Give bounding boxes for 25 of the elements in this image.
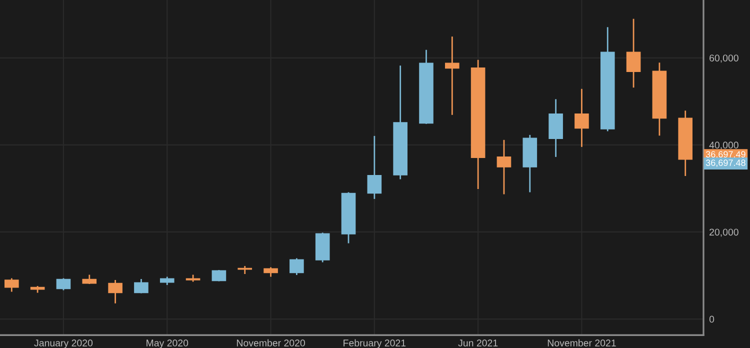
y-tick-label: 40,000 (709, 142, 738, 150)
y-tick-label: 0 (709, 316, 714, 323)
candlestick (626, 18, 641, 88)
candlestick (367, 135, 382, 200)
x-tick-label: February 2021 (344, 339, 406, 348)
candlestick (56, 278, 71, 291)
x-tick-label: November 2021 (548, 339, 616, 346)
text: 36,697.49 (706, 151, 746, 159)
x-tick-label: May 2020 (146, 340, 188, 348)
x-tick-label: Jun 2021 (458, 340, 498, 346)
candlestick (290, 258, 304, 276)
candlestick (108, 279, 122, 304)
candlestick (574, 88, 589, 148)
x-tick-label: November 2020 (236, 339, 305, 346)
candlestick (496, 139, 512, 195)
candlestick (264, 266, 278, 278)
text: 36,697.48 (706, 160, 746, 167)
y-tick-label: 20,000 (710, 228, 738, 237)
candlestick (4, 278, 19, 292)
x-tick-label: January 2020 (34, 340, 93, 348)
candlestick (82, 274, 97, 285)
y-tick-label: 60,000 (710, 54, 738, 63)
candlestick (134, 278, 148, 294)
candlestick (212, 269, 226, 282)
candlestick (445, 36, 460, 116)
